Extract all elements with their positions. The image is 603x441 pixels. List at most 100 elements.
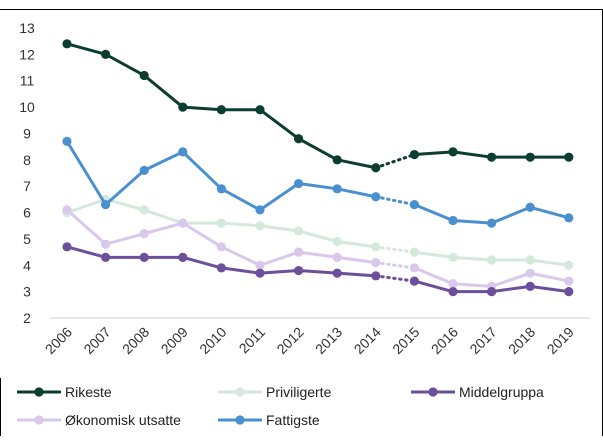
data-point-middelgruppa [564,287,574,297]
data-point-rikeste [294,134,304,144]
data-point-fattigste [139,165,149,175]
data-point-fattigste [487,218,497,228]
data-point-middelgruppa [178,252,188,262]
data-point-fattigste [371,192,381,202]
data-point-priviligerte [487,255,497,265]
data-point-rikeste [101,49,111,59]
data-point-middelgruppa [101,252,111,262]
x-tick-label: 2006 [42,324,75,357]
data-point-priviligerte [371,242,381,252]
data-point-middelgruppa [371,271,381,281]
data-point-priviligerte [332,236,342,247]
y-tick-label: 12 [19,46,35,62]
data-point-middelgruppa [487,287,497,297]
data-point--konomisk-utsatte [371,258,381,268]
x-tick-label: 2008 [119,324,152,357]
legend-marker-priviligerte [235,387,245,397]
data-point-rikeste [564,152,574,162]
x-tick-label: 2014 [351,324,384,357]
data-point-fattigste [178,147,188,157]
chart-border-left [0,378,1,436]
y-tick-label: 13 [19,20,35,36]
data-point-priviligerte [525,255,535,265]
y-tick-label: 9 [23,125,31,141]
data-point--konomisk-utsatte [216,242,226,252]
legend-marker-middelgruppa [428,387,438,397]
x-tick-label: 2010 [196,324,229,357]
data-point--konomisk-utsatte [62,205,72,215]
data-point-middelgruppa [139,252,149,262]
data-point-fattigste [294,178,304,189]
data-point-middelgruppa [255,268,265,278]
data-point-fattigste [62,136,72,146]
x-tick-label: 2013 [312,324,345,357]
x-tick-label: 2011 [236,324,269,357]
data-point--konomisk-utsatte [332,252,342,262]
data-point-middelgruppa [332,268,342,278]
data-point--konomisk-utsatte [101,239,111,249]
data-point-priviligerte [409,247,419,257]
data-point-priviligerte [564,260,574,270]
series-dotted-middelgruppa [374,274,416,283]
data-point-rikeste [487,152,497,162]
series-dotted-fattigste [374,195,416,207]
series-dotted--konomisk-utsatte [374,261,416,270]
data-point-middelgruppa [525,281,535,291]
data-point-rikeste [525,152,535,162]
data-point--konomisk-utsatte [564,276,574,286]
data-point-priviligerte [255,221,265,231]
data-point-fattigste [255,205,265,215]
y-tick-label: 6 [23,205,31,221]
legend-label-rikeste: Rikeste [65,384,112,400]
data-point-priviligerte [139,205,149,215]
data-point-rikeste [371,163,381,173]
data-point--konomisk-utsatte [409,263,419,273]
data-point-priviligerte [216,218,226,228]
y-tick-label: 11 [20,73,35,89]
data-point-rikeste [409,149,419,160]
legend-marker-rikeste [34,387,44,397]
data-point-fattigste [564,213,574,223]
legend-label--konomisk-utsatte: Økonomisk utsatte [65,412,181,428]
series-dotted-rikeste [374,153,416,170]
x-tick-label: 2015 [389,324,422,357]
data-point-fattigste [409,200,419,210]
data-point-middelgruppa [62,242,72,252]
data-point--konomisk-utsatte [255,260,265,270]
y-tick-label: 2 [23,310,31,326]
y-tick-label: 5 [23,231,31,247]
y-tick-label: 10 [19,99,35,115]
legend-marker--konomisk-utsatte [34,415,44,425]
data-point-rikeste [255,105,265,115]
chart-border-top [0,9,603,10]
y-tick-label: 3 [23,284,31,300]
data-point-priviligerte [448,252,458,262]
data-point-priviligerte [294,226,304,236]
data-point--konomisk-utsatte [139,229,149,239]
data-point-middelgruppa [216,263,226,273]
series-line-fattigste [65,140,377,212]
data-point-middelgruppa [409,276,419,286]
data-point-fattigste [525,202,535,212]
legend-label-middelgruppa: Middelgruppa [459,384,544,400]
legend-label-fattigste: Fattigste [266,412,320,428]
data-point-middelgruppa [448,287,458,297]
data-point-rikeste [62,39,72,49]
y-tick-label: 8 [23,152,31,168]
data-point--konomisk-utsatte [294,247,304,257]
x-tick-label: 2018 [505,324,538,357]
y-tick-label: 7 [23,178,31,194]
x-tick-label: 2017 [466,324,499,357]
data-point-fattigste [101,200,111,210]
data-point-middelgruppa [294,265,304,276]
legend-marker-fattigste [235,415,245,425]
data-point-rikeste [216,105,226,115]
data-point-rikeste [178,102,188,112]
data-point-fattigste [332,184,342,194]
data-point--konomisk-utsatte [448,279,458,289]
data-point-rikeste [139,70,149,81]
x-tick-label: 2009 [158,324,191,357]
x-tick-label: 2012 [273,324,306,357]
